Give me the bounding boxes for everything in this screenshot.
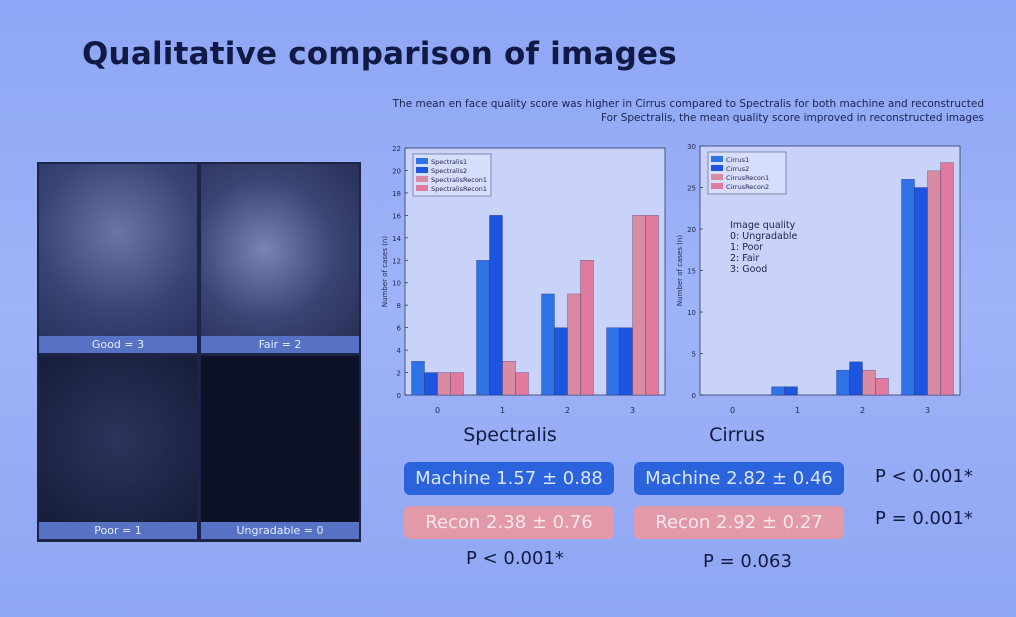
bar bbox=[633, 215, 646, 395]
bar bbox=[837, 370, 850, 395]
y-axis-label: Number of cases (n) bbox=[676, 235, 684, 306]
legend-label: Cirrus1 bbox=[726, 156, 749, 164]
y-tick-label: 25 bbox=[687, 185, 696, 193]
p-value: P < 0.001* bbox=[875, 466, 973, 487]
bar bbox=[850, 362, 863, 395]
x-tick-label: 3 bbox=[630, 406, 635, 415]
slide: Qualitative comparison of images The mea… bbox=[0, 0, 1016, 617]
y-tick-label: 30 bbox=[687, 143, 696, 151]
annotation: Image quality bbox=[730, 220, 796, 231]
bar bbox=[915, 188, 928, 396]
bar bbox=[503, 361, 516, 395]
x-tick-label: 2 bbox=[860, 406, 865, 415]
annotation: 1: Poor bbox=[730, 242, 763, 253]
annotation: 0: Ungradable bbox=[730, 231, 798, 242]
bar bbox=[581, 260, 594, 395]
legend-label: Spectralis1 bbox=[431, 158, 467, 166]
y-tick-label: 20 bbox=[687, 226, 696, 234]
legend-swatch bbox=[416, 158, 428, 164]
legend-swatch bbox=[711, 174, 723, 180]
bar bbox=[772, 387, 785, 395]
bar bbox=[555, 328, 568, 395]
stat-box: Machine 2.82 ± 0.46 bbox=[634, 462, 844, 495]
page: Qualitative comparison of images The mea… bbox=[0, 0, 1016, 617]
p-value: P < 0.001* bbox=[466, 548, 564, 569]
y-tick-label: 22 bbox=[392, 145, 401, 153]
y-tick-label: 10 bbox=[687, 309, 696, 317]
legend-label: CirrusRecon2 bbox=[726, 183, 769, 191]
bar bbox=[516, 373, 529, 395]
legend-swatch bbox=[711, 156, 723, 162]
chart-title: Spectralis bbox=[463, 424, 557, 446]
annotation: 3: Good bbox=[730, 264, 767, 275]
bar bbox=[412, 361, 425, 395]
legend-label: SpectralisRecon1 bbox=[431, 176, 487, 184]
y-tick-label: 18 bbox=[392, 190, 401, 198]
x-tick-label: 0 bbox=[730, 406, 735, 415]
y-tick-label: 15 bbox=[687, 268, 696, 276]
y-tick-label: 4 bbox=[397, 347, 402, 355]
p-value: P = 0.001* bbox=[875, 508, 973, 529]
y-tick-label: 6 bbox=[397, 325, 402, 333]
y-tick-label: 8 bbox=[397, 302, 401, 310]
bar bbox=[785, 387, 798, 395]
legend-swatch bbox=[711, 183, 723, 189]
bar bbox=[438, 373, 451, 395]
legend-label: Spectralis2 bbox=[431, 167, 467, 175]
stat-box: Recon 2.92 ± 0.27 bbox=[634, 506, 844, 539]
stat-box: Machine 1.57 ± 0.88 bbox=[404, 462, 614, 495]
y-tick-label: 10 bbox=[392, 280, 401, 288]
bar bbox=[425, 373, 438, 395]
legend-label: SpectralisRecon1 bbox=[431, 185, 487, 193]
annotation: 2: Fair bbox=[730, 253, 759, 264]
bar bbox=[451, 373, 464, 395]
bar bbox=[568, 294, 581, 395]
x-tick-label: 2 bbox=[565, 406, 570, 415]
bar bbox=[876, 378, 889, 395]
y-tick-label: 5 bbox=[692, 351, 696, 359]
bar bbox=[863, 370, 876, 395]
bar bbox=[607, 328, 620, 395]
bar bbox=[941, 163, 954, 395]
bar bbox=[928, 171, 941, 395]
y-tick-label: 2 bbox=[397, 370, 401, 378]
bar bbox=[490, 215, 503, 395]
y-tick-label: 0 bbox=[397, 392, 401, 400]
bar bbox=[542, 294, 555, 395]
y-tick-label: 16 bbox=[392, 212, 401, 220]
legend-swatch bbox=[416, 185, 428, 191]
x-tick-label: 1 bbox=[795, 406, 800, 415]
y-axis-label: Number of cases (n) bbox=[381, 236, 389, 307]
x-tick-label: 0 bbox=[435, 406, 440, 415]
y-tick-label: 0 bbox=[692, 392, 696, 400]
bar bbox=[477, 260, 490, 395]
y-tick-label: 12 bbox=[392, 257, 401, 265]
chart-title: Cirrus bbox=[709, 424, 765, 446]
bar bbox=[902, 179, 915, 395]
x-tick-label: 3 bbox=[925, 406, 930, 415]
legend-swatch bbox=[416, 176, 428, 182]
legend-swatch bbox=[416, 167, 428, 173]
y-tick-label: 20 bbox=[392, 167, 401, 175]
y-tick-label: 14 bbox=[392, 235, 401, 243]
bar bbox=[620, 328, 633, 395]
legend-label: Cirrus2 bbox=[726, 165, 749, 173]
p-value: P = 0.063 bbox=[703, 551, 792, 572]
bar bbox=[646, 215, 659, 395]
stat-box: Recon 2.38 ± 0.76 bbox=[404, 506, 614, 539]
legend-swatch bbox=[711, 165, 723, 171]
legend-label: CirrusRecon1 bbox=[726, 174, 769, 182]
x-tick-label: 1 bbox=[500, 406, 505, 415]
